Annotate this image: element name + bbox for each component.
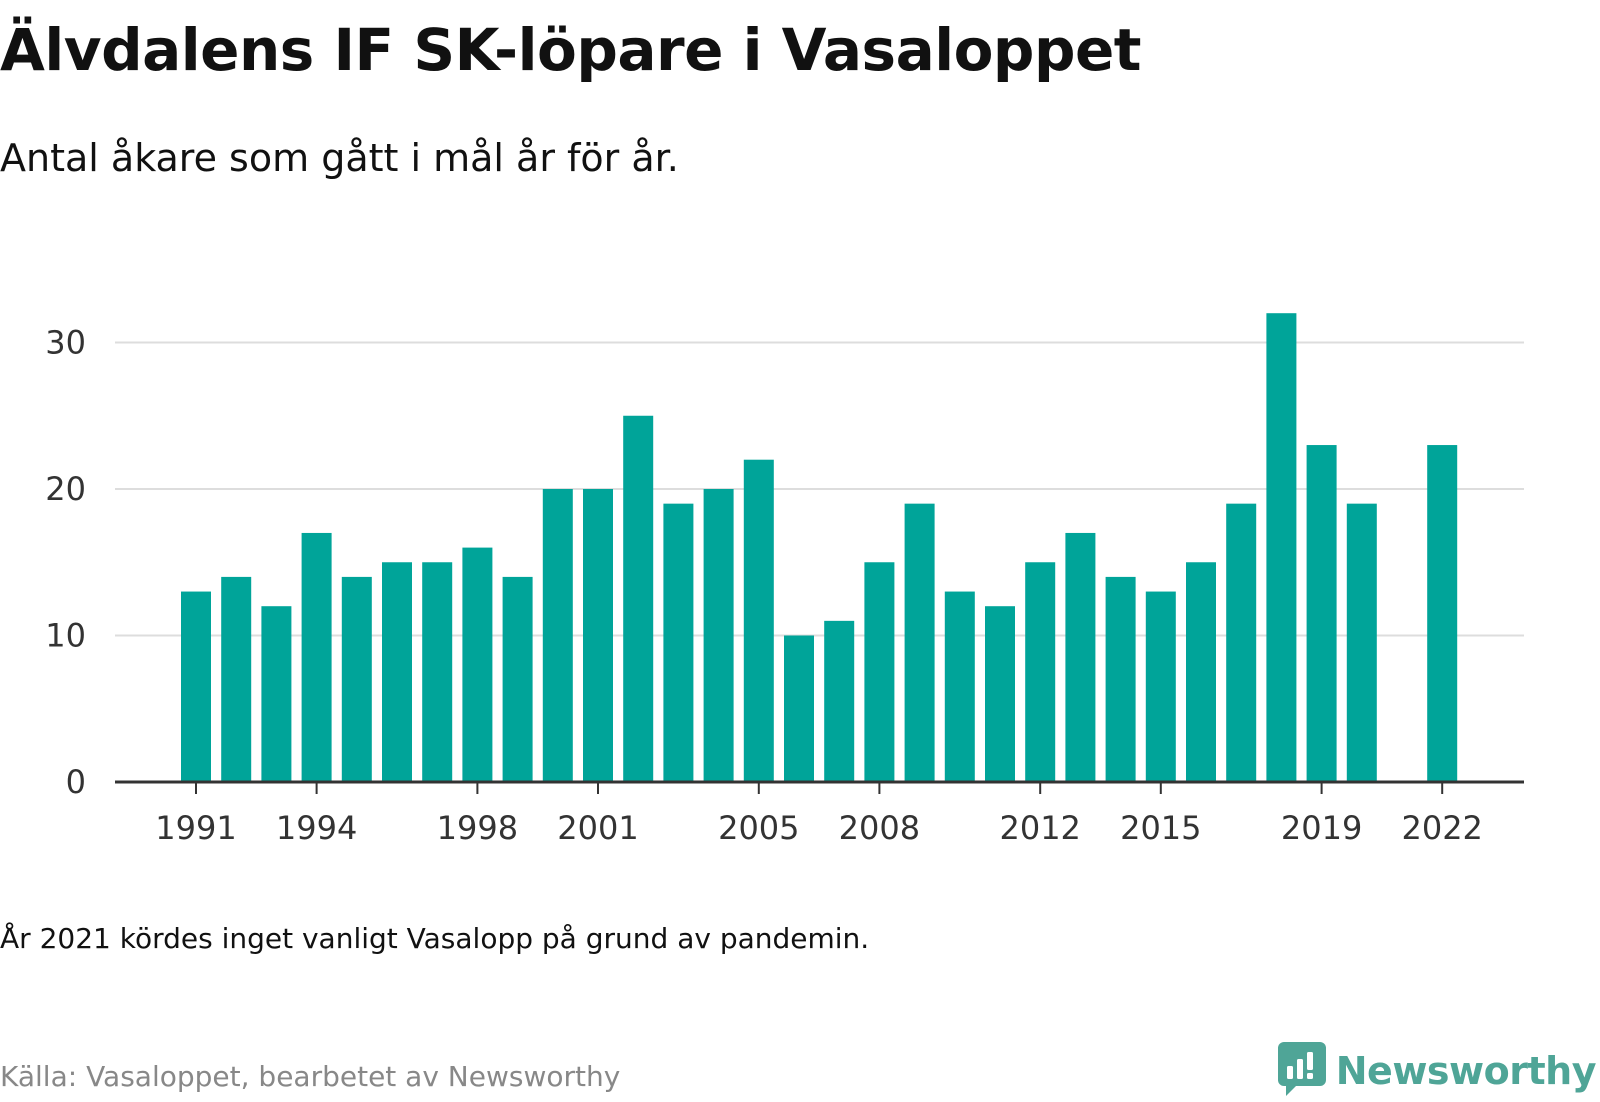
bars [181,313,1458,782]
bar-2010 [944,591,975,782]
x-tick-label: 2001 [557,809,638,847]
bar-chart: 0 10 20 30 1991 1994 1998 2001 2005 2008 2012 2015… [45,313,1524,847]
y-tick-label: 0 [66,763,86,801]
x-tick-label: 2008 [839,809,920,847]
bar-2011 [985,606,1015,782]
bar-2020 [1346,503,1377,782]
bar-2022 [1427,445,1458,782]
footnote: År 2021 kördes inget vanligt Vasalopp på… [0,922,870,955]
y-tick-label: 30 [45,324,86,362]
bar-2001 [583,489,613,782]
bar-1991 [181,591,211,782]
bar-2005 [743,459,774,782]
bar-2018 [1266,313,1297,782]
bar-1999 [502,576,533,782]
chart-subtitle: Antal åkare som gått i mål år för år. [0,136,679,180]
y-tick-label: 10 [45,617,86,655]
x-axis-ticks: 1991 1994 1998 2001 2005 2008 2012 2015 2019 2022 [155,782,1483,847]
bar-2000 [542,489,573,782]
chart-title: Älvdalens IF SK-löpare i Vasaloppet [0,16,1142,84]
x-tick-label: 2019 [1281,809,1362,847]
source-credit: Källa: Vasaloppet, bearbetet av Newswort… [0,1060,621,1093]
x-tick-label: 2012 [999,809,1080,847]
bar-2017 [1226,503,1257,782]
y-tick-label: 20 [45,470,86,508]
x-tick-label: 1991 [155,809,236,847]
bar-2015 [1145,591,1176,782]
bar-2009 [904,503,935,782]
x-tick-label: 2015 [1120,809,1201,847]
x-tick-label: 2005 [718,809,799,847]
x-tick-label: 1994 [276,809,357,847]
bar-2007 [824,620,855,782]
bar-2019 [1306,445,1337,782]
newsworthy-logo[interactable]: Newsworthy [1276,1040,1597,1102]
x-tick-label: 2022 [1401,809,1482,847]
bar-2002 [623,415,654,782]
bar-1996 [382,562,412,782]
bar-1995 [341,576,372,782]
bar-1994 [301,532,332,782]
x-tick-label: 1998 [437,809,518,847]
bar-2014 [1105,576,1136,782]
bar-1993 [261,606,292,782]
bar-2013 [1065,532,1096,782]
y-axis-ticks: 0 10 20 30 [45,324,86,802]
bar-2012 [1025,562,1056,782]
newsworthy-logo-icon [1276,1040,1328,1102]
bar-2004 [703,489,734,782]
bar-2016 [1186,562,1216,782]
bar-2003 [663,503,694,782]
bar-1998 [462,547,493,782]
bar-2008 [864,562,895,782]
bar-1997 [422,562,453,782]
newsworthy-logo-text: Newsworthy [1335,1049,1597,1093]
bar-2006 [784,635,814,782]
bar-1992 [221,576,252,782]
